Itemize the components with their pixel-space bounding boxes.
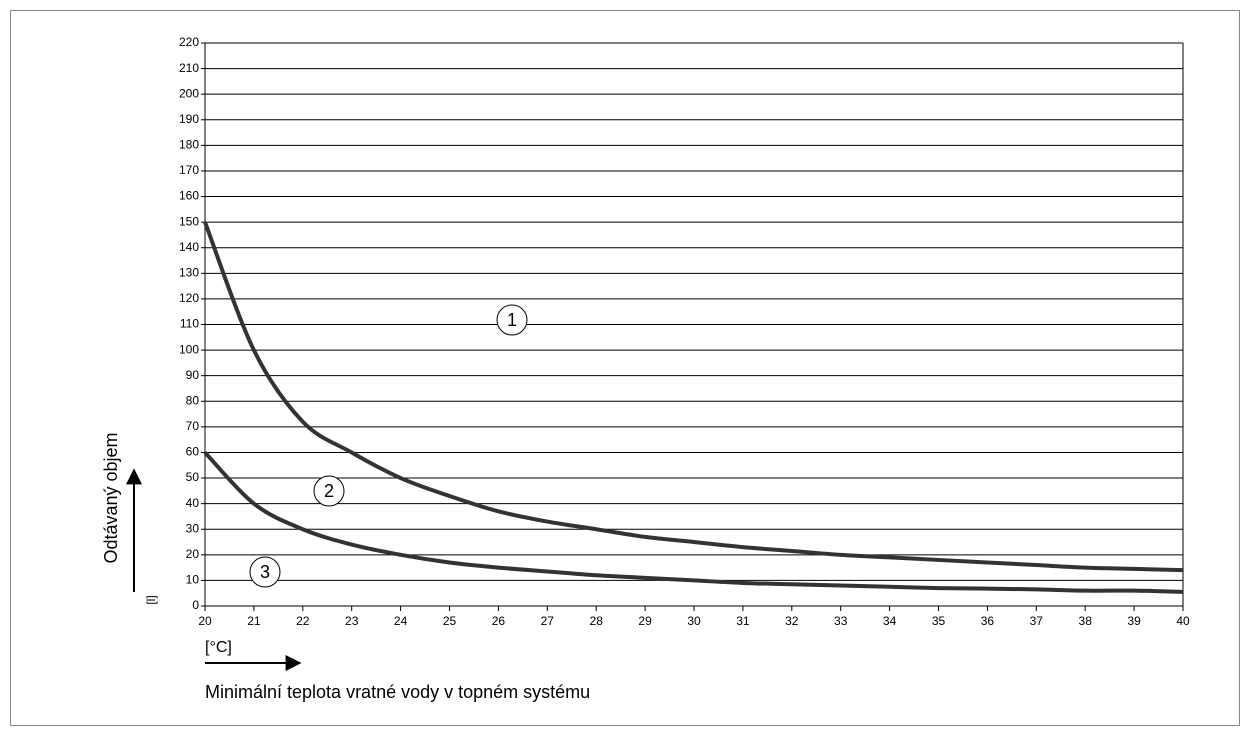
y-unit: [l] [144, 595, 158, 604]
y-tick-label: 190 [179, 112, 199, 126]
y-tick-label: 50 [186, 470, 200, 484]
y-tick-label: 0 [192, 598, 199, 612]
x-tick-label: 36 [981, 614, 995, 628]
y-tick-label: 90 [186, 368, 200, 382]
y-tick-label: 150 [179, 214, 199, 228]
x-tick-label: 35 [932, 614, 946, 628]
x-tick-label: 32 [785, 614, 799, 628]
y-tick-label: 220 [179, 35, 199, 49]
frame [10, 10, 1240, 726]
y-tick-label: 170 [179, 163, 199, 177]
y-tick-label: 10 [186, 573, 200, 587]
x-unit: [°C] [205, 639, 232, 656]
x-tick-label: 34 [883, 614, 897, 628]
y-tick-label: 160 [179, 189, 199, 203]
x-tick-label: 23 [345, 614, 359, 628]
x-tick-label: 21 [247, 614, 261, 628]
y-tick-label: 30 [186, 521, 200, 535]
y-axis-label: Odtávaný objem [101, 432, 121, 563]
y-tick-label: 20 [186, 547, 200, 561]
x-tick-label: 25 [443, 614, 457, 628]
x-tick-label: 29 [638, 614, 652, 628]
annotation: 3 [260, 562, 270, 582]
annotation-circle [249, 556, 281, 588]
y-tick-label: 200 [179, 86, 199, 100]
y-tick-label: 100 [179, 342, 199, 356]
x-tick-label: 37 [1030, 614, 1044, 628]
y-tick-label: 180 [179, 138, 199, 152]
annotation: 1 [507, 310, 517, 330]
y-tick-label: 130 [179, 265, 199, 279]
y-tick-label: 80 [186, 393, 200, 407]
x-tick-label: 27 [541, 614, 555, 628]
x-tick-label: 20 [198, 614, 212, 628]
y-tick-label: 70 [186, 419, 200, 433]
annotation-circle [313, 475, 345, 507]
annotation: 2 [324, 481, 334, 501]
y-tick-label: 120 [179, 291, 199, 305]
y-tick-label: 110 [180, 317, 199, 331]
x-tick-label: 30 [687, 614, 701, 628]
x-tick-label: 22 [296, 614, 310, 628]
x-tick-label: 28 [590, 614, 604, 628]
x-tick-label: 40 [1176, 614, 1190, 628]
y-tick-label: 140 [179, 240, 199, 254]
x-tick-label: 24 [394, 614, 408, 628]
x-tick-label: 33 [834, 614, 848, 628]
y-tick-label: 210 [179, 61, 199, 75]
y-tick-label: 60 [186, 445, 200, 459]
x-tick-label: 39 [1127, 614, 1141, 628]
x-tick-label: 26 [492, 614, 506, 628]
series-line [203, 221, 1184, 573]
x-tick-label: 38 [1079, 614, 1093, 628]
y-tick-label: 40 [186, 496, 200, 510]
x-axis-label: Minimální teplota vratné vody v topném s… [205, 682, 590, 702]
x-tick-label: 31 [736, 614, 750, 628]
annotation-circle [496, 304, 528, 336]
series-line [203, 451, 1184, 594]
